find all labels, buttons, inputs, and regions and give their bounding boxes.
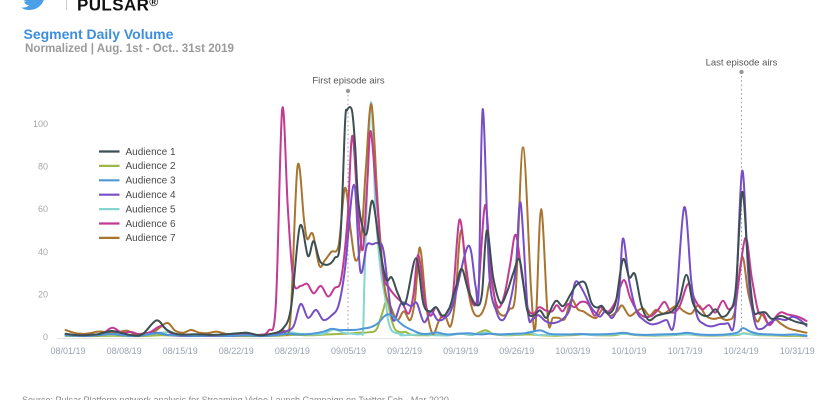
- svg-text:40: 40: [38, 247, 48, 257]
- svg-text:100: 100: [33, 119, 48, 129]
- svg-text:09/26/19: 09/26/19: [499, 346, 534, 356]
- svg-text:80: 80: [38, 162, 48, 172]
- svg-text:Audience 1: Audience 1: [126, 147, 176, 158]
- svg-text:10/03/19: 10/03/19: [555, 346, 590, 356]
- svg-text:09/05/19: 09/05/19: [331, 346, 366, 356]
- svg-text:0: 0: [43, 332, 48, 342]
- svg-text:Audience 4: Audience 4: [126, 190, 176, 201]
- svg-text:10/24/19: 10/24/19: [724, 346, 759, 356]
- svg-text:Audience 6: Audience 6: [126, 219, 176, 230]
- svg-text:10/17/19: 10/17/19: [668, 346, 703, 356]
- svg-text:08/08/19: 08/08/19: [107, 346, 142, 356]
- svg-text:Audience 3: Audience 3: [126, 176, 176, 187]
- svg-text:60: 60: [38, 204, 48, 214]
- svg-text:Audience 2: Audience 2: [126, 161, 176, 172]
- svg-text:First episode airs: First episode airs: [312, 76, 385, 87]
- svg-text:08/22/19: 08/22/19: [219, 346, 254, 356]
- svg-text:09/19/19: 09/19/19: [443, 346, 478, 356]
- svg-text:10/10/19: 10/10/19: [611, 346, 646, 356]
- svg-text:08/15/19: 08/15/19: [163, 346, 198, 356]
- svg-text:Last episode airs: Last episode airs: [706, 58, 778, 69]
- svg-text:09/12/19: 09/12/19: [387, 346, 422, 356]
- svg-text:10/31/19: 10/31/19: [780, 346, 815, 356]
- svg-text:Audience 5: Audience 5: [126, 204, 176, 215]
- svg-text:20: 20: [38, 289, 48, 299]
- svg-text:08/29/19: 08/29/19: [275, 346, 310, 356]
- svg-text:Audience 7: Audience 7: [126, 233, 176, 244]
- svg-text:08/01/19: 08/01/19: [50, 346, 85, 356]
